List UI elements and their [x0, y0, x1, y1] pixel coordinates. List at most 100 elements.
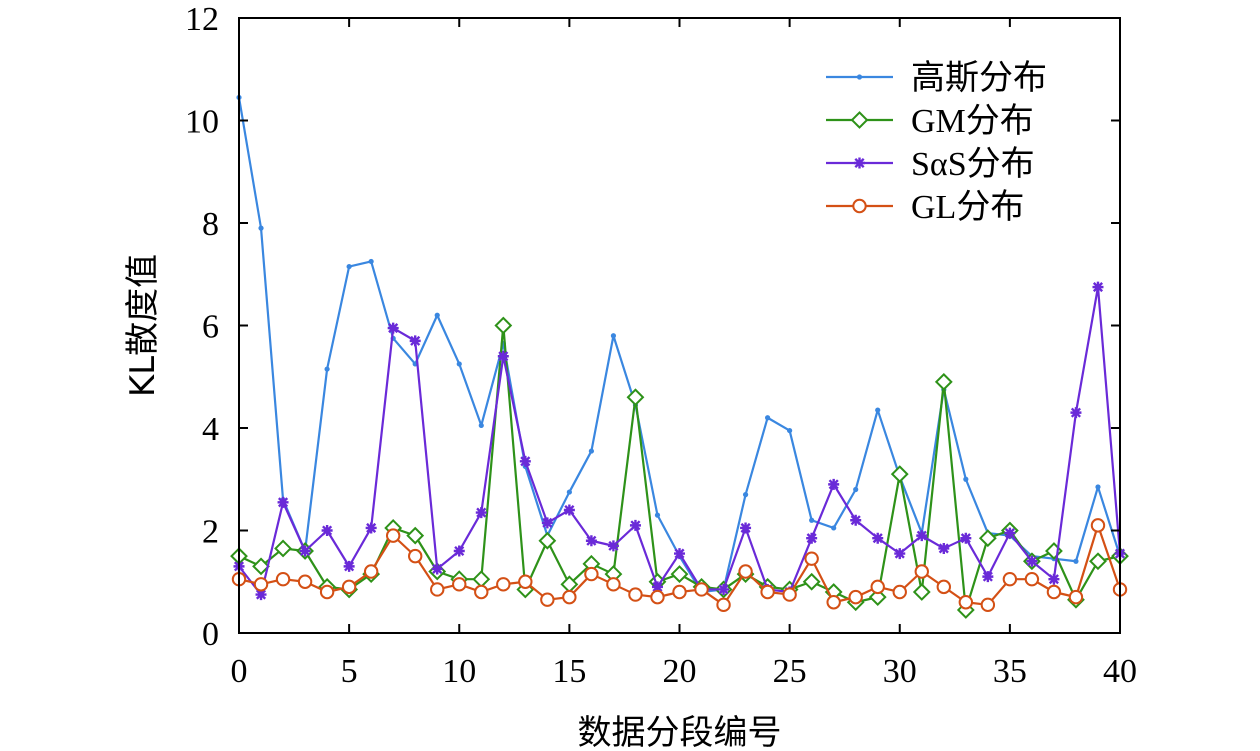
legend-entry: SαS分布 — [826, 145, 1035, 183]
data-point — [628, 587, 643, 602]
data-point — [607, 540, 619, 552]
legend: 高斯分布 GM分布 SαS分布 GL分布 — [826, 59, 1047, 226]
y-tick-label: 4 — [202, 411, 219, 448]
data-point — [585, 535, 597, 547]
data-point — [255, 589, 267, 601]
data-point — [385, 528, 401, 543]
data-point — [321, 525, 333, 536]
data-point — [566, 489, 572, 495]
data-point — [363, 564, 379, 579]
data-point — [588, 448, 595, 454]
data-point — [853, 486, 859, 493]
data-point — [875, 407, 881, 413]
data-point — [275, 571, 291, 587]
legend-marker — [854, 157, 865, 169]
series-3 — [231, 518, 1128, 613]
data-point — [434, 312, 440, 318]
data-point — [651, 581, 663, 593]
data-point — [297, 574, 313, 589]
data-point — [672, 584, 687, 600]
data-point — [802, 572, 821, 591]
data-point — [274, 539, 292, 558]
legend-marker — [852, 198, 867, 214]
data-point — [760, 584, 775, 600]
legend-label: 高斯分布 — [911, 59, 1047, 97]
data-point — [716, 597, 731, 613]
data-point — [868, 588, 887, 607]
x-tick-label: 35 — [993, 653, 1027, 690]
x-tick-label: 40 — [1103, 653, 1137, 690]
x-tick-label: 20 — [663, 653, 697, 690]
data-point — [1046, 584, 1062, 600]
data-point — [519, 455, 531, 467]
data-point — [258, 225, 264, 231]
data-point — [538, 531, 557, 550]
data-point — [494, 316, 513, 335]
y-tick-label: 0 — [202, 616, 219, 653]
data-point — [497, 350, 509, 362]
data-point — [1090, 518, 1106, 533]
data-point — [654, 512, 661, 518]
data-point — [670, 565, 689, 583]
data-point — [452, 577, 467, 592]
data-point — [626, 388, 645, 407]
data-point — [368, 258, 374, 265]
data-point — [804, 551, 819, 566]
series-2 — [233, 281, 1126, 601]
data-point — [1095, 484, 1101, 490]
data-point — [472, 570, 491, 589]
data-point — [872, 532, 884, 544]
data-point — [978, 529, 997, 548]
data-point — [1068, 589, 1084, 605]
data-point — [850, 514, 862, 526]
data-point — [890, 465, 909, 484]
data-point — [496, 577, 511, 592]
data-point — [562, 589, 577, 605]
data-point — [934, 372, 953, 391]
data-point — [253, 577, 269, 592]
data-point — [606, 577, 621, 592]
data-point — [650, 589, 665, 605]
data-point — [406, 526, 425, 545]
data-point — [1024, 571, 1040, 587]
data-point — [341, 579, 357, 595]
data-point — [387, 322, 399, 334]
data-point — [563, 504, 575, 516]
data-point — [787, 427, 793, 434]
x-tick-label: 5 — [341, 653, 358, 690]
data-point — [740, 522, 752, 534]
data-point — [831, 525, 837, 531]
data-point — [1004, 527, 1016, 539]
data-point — [610, 333, 617, 339]
legend-label: SαS分布 — [911, 145, 1035, 183]
data-point — [478, 422, 484, 429]
data-point — [980, 597, 996, 613]
data-point — [252, 557, 270, 576]
data-point — [343, 560, 355, 572]
legend-label: GM分布 — [911, 102, 1034, 140]
data-point — [912, 583, 931, 601]
data-point — [738, 564, 753, 579]
data-point — [742, 492, 749, 498]
y-tick-label: 10 — [185, 104, 219, 141]
data-point — [1002, 571, 1018, 587]
x-tick-label: 25 — [773, 653, 807, 690]
y-tick-label: 6 — [202, 309, 219, 346]
data-point — [982, 571, 994, 583]
data-point — [319, 584, 335, 600]
data-point — [346, 263, 352, 270]
ticks-layer: 0 5 10 15 20 25 30 35 40 0 2 4 6 8 10 12 — [185, 1, 1137, 690]
data-point — [963, 476, 969, 482]
data-point — [277, 496, 289, 508]
data-point — [826, 595, 841, 610]
legend-marker — [850, 111, 869, 129]
data-point — [848, 589, 863, 605]
data-point — [938, 542, 950, 554]
data-point — [1092, 281, 1104, 293]
y-tick-label: 2 — [202, 514, 219, 551]
x-tick-label: 30 — [883, 653, 917, 690]
data-point — [958, 595, 974, 610]
data-point — [408, 548, 423, 564]
x-tick-label: 0 — [231, 653, 248, 690]
